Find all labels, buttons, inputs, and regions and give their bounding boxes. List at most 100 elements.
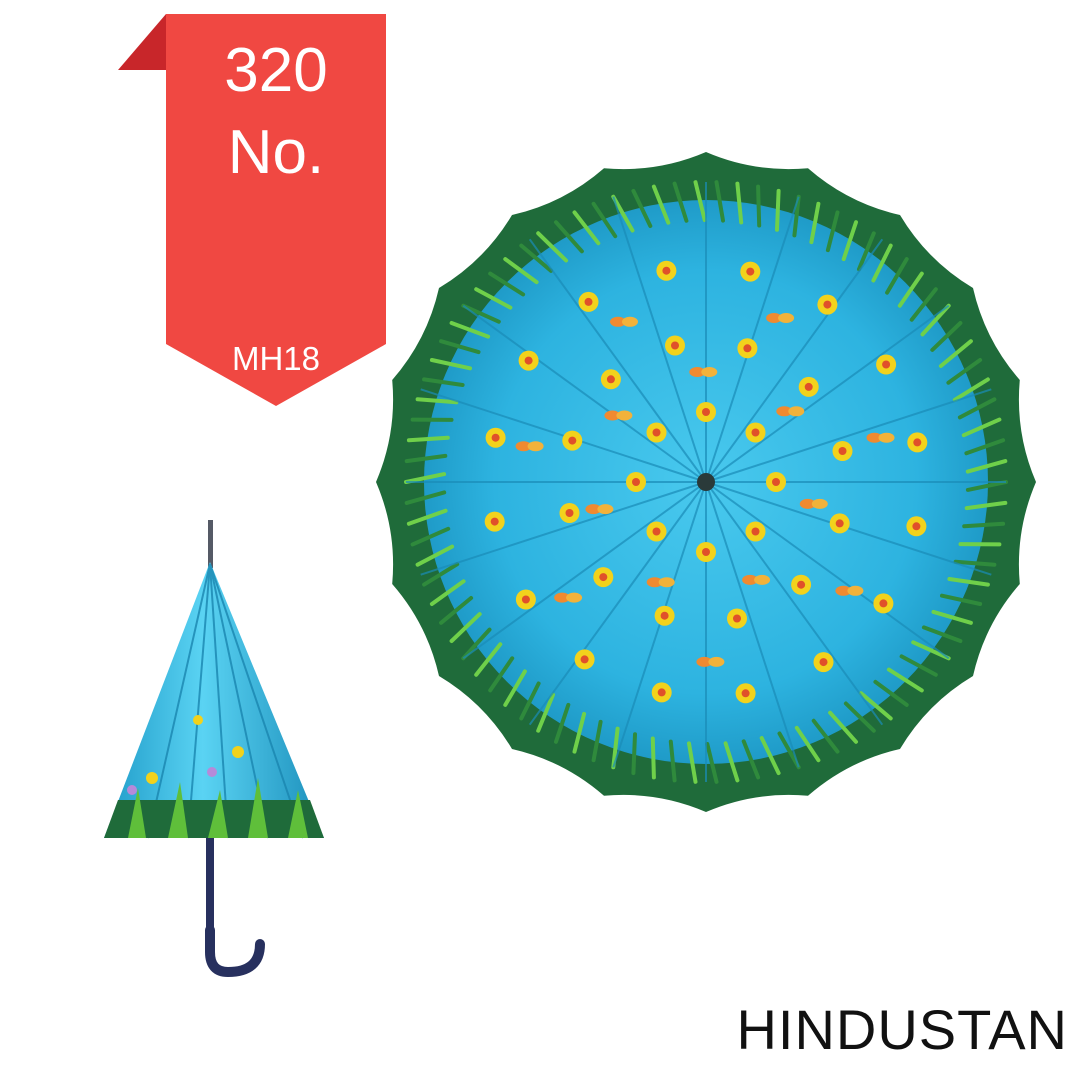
grass-blade <box>811 718 840 754</box>
flower-center <box>565 509 574 517</box>
grass-blade <box>930 321 963 352</box>
closed-umbrella-image <box>104 520 324 978</box>
flower-center <box>584 297 593 306</box>
butterfly-wing <box>811 498 828 509</box>
flower-center <box>657 688 666 697</box>
grass-blade <box>946 358 983 385</box>
grass-blade <box>873 679 909 707</box>
ribbon-body <box>166 14 386 406</box>
butterfly-wing <box>622 316 638 327</box>
grass-blade <box>871 243 893 283</box>
butterfly-wing <box>689 367 706 377</box>
grass-blade <box>672 181 689 223</box>
grass-blade <box>775 188 781 232</box>
grass-blade <box>429 358 472 371</box>
grass-blade <box>777 731 801 770</box>
grass-blade <box>611 726 620 770</box>
grass-blade <box>631 732 637 776</box>
butterfly-wing <box>597 504 614 515</box>
flower-center <box>882 360 891 369</box>
butterfly-wing <box>658 577 675 588</box>
flower-center <box>652 428 661 437</box>
flower-center <box>743 344 752 353</box>
grass-blade <box>947 577 990 587</box>
grass-blade <box>591 719 603 763</box>
flower-center <box>702 548 710 556</box>
canopy-rib <box>705 481 950 660</box>
grass-blade <box>857 231 876 272</box>
grass-blade <box>406 435 450 443</box>
grass-blade <box>759 736 781 776</box>
grass-blade <box>554 702 571 744</box>
butterfly-wing <box>708 656 725 667</box>
closed-canopy <box>104 562 324 838</box>
grass-blade <box>439 339 481 355</box>
grass-blade <box>591 201 618 239</box>
butterfly-wing <box>554 592 571 603</box>
grass-blade <box>921 625 963 643</box>
flower-center <box>879 599 888 608</box>
grass-blade <box>406 508 448 526</box>
grass-blade <box>488 656 515 693</box>
flower-center <box>599 573 608 582</box>
grass-blade <box>957 397 997 420</box>
grass-blade <box>536 692 555 733</box>
grass-blade <box>449 321 491 339</box>
grass-blade <box>488 271 526 297</box>
grass-blade <box>940 593 983 606</box>
model-code: MH18 <box>231 340 321 377</box>
grass-blade <box>415 397 459 405</box>
canopy-rib <box>705 304 950 483</box>
grass-blade <box>899 654 938 677</box>
flower-center <box>490 517 499 526</box>
flower-center <box>662 266 671 275</box>
butterfly-wing <box>646 577 663 588</box>
grass-blade <box>554 220 584 254</box>
grass-blade <box>668 739 677 783</box>
grass-blade <box>439 596 474 625</box>
flower-center <box>912 522 921 531</box>
canopy-rib <box>528 481 707 726</box>
butterfly-wing <box>604 410 621 421</box>
canopy-rib <box>420 481 707 576</box>
grass-blade <box>536 231 569 263</box>
grass-blade <box>474 642 503 677</box>
flower-center <box>741 689 750 698</box>
butterfly-wing <box>799 498 816 509</box>
grass-blade <box>410 526 451 547</box>
price-unit: No. <box>227 118 325 187</box>
butterfly-wing <box>878 432 895 443</box>
flower-center <box>746 267 755 276</box>
grass-blade <box>828 710 858 744</box>
butterfly-wing <box>610 316 626 327</box>
grass-blade <box>474 287 513 310</box>
butterfly-wing <box>776 406 793 417</box>
flower-center <box>568 436 577 445</box>
umbrella-handle <box>205 925 265 978</box>
grass-blade <box>687 741 698 784</box>
butterfly-wing <box>701 367 718 377</box>
canopy-rib <box>612 196 707 483</box>
grass-blade <box>461 627 492 661</box>
grass-blade <box>651 184 671 225</box>
butterfly-wing <box>788 406 805 417</box>
flower-center <box>823 300 832 309</box>
butterfly-wing <box>696 656 713 667</box>
grass-blade <box>809 201 821 245</box>
flower-center <box>652 527 661 536</box>
umbrella-tip <box>208 520 213 568</box>
flower-center <box>632 478 640 486</box>
flower-center <box>835 519 844 528</box>
grass-blade <box>422 562 460 587</box>
grass-blade <box>965 480 1008 492</box>
grass-blade <box>415 544 455 567</box>
canopy-rib <box>705 388 992 483</box>
grass-blade <box>961 417 1002 438</box>
canopy-rib <box>528 238 707 483</box>
grass-blade <box>519 243 553 273</box>
canopy-rib <box>420 388 707 483</box>
brand-name: HINDUSTAN <box>736 998 1068 1061</box>
flower-center <box>491 433 500 442</box>
price-tag: 320 No. MH18 <box>118 14 388 410</box>
